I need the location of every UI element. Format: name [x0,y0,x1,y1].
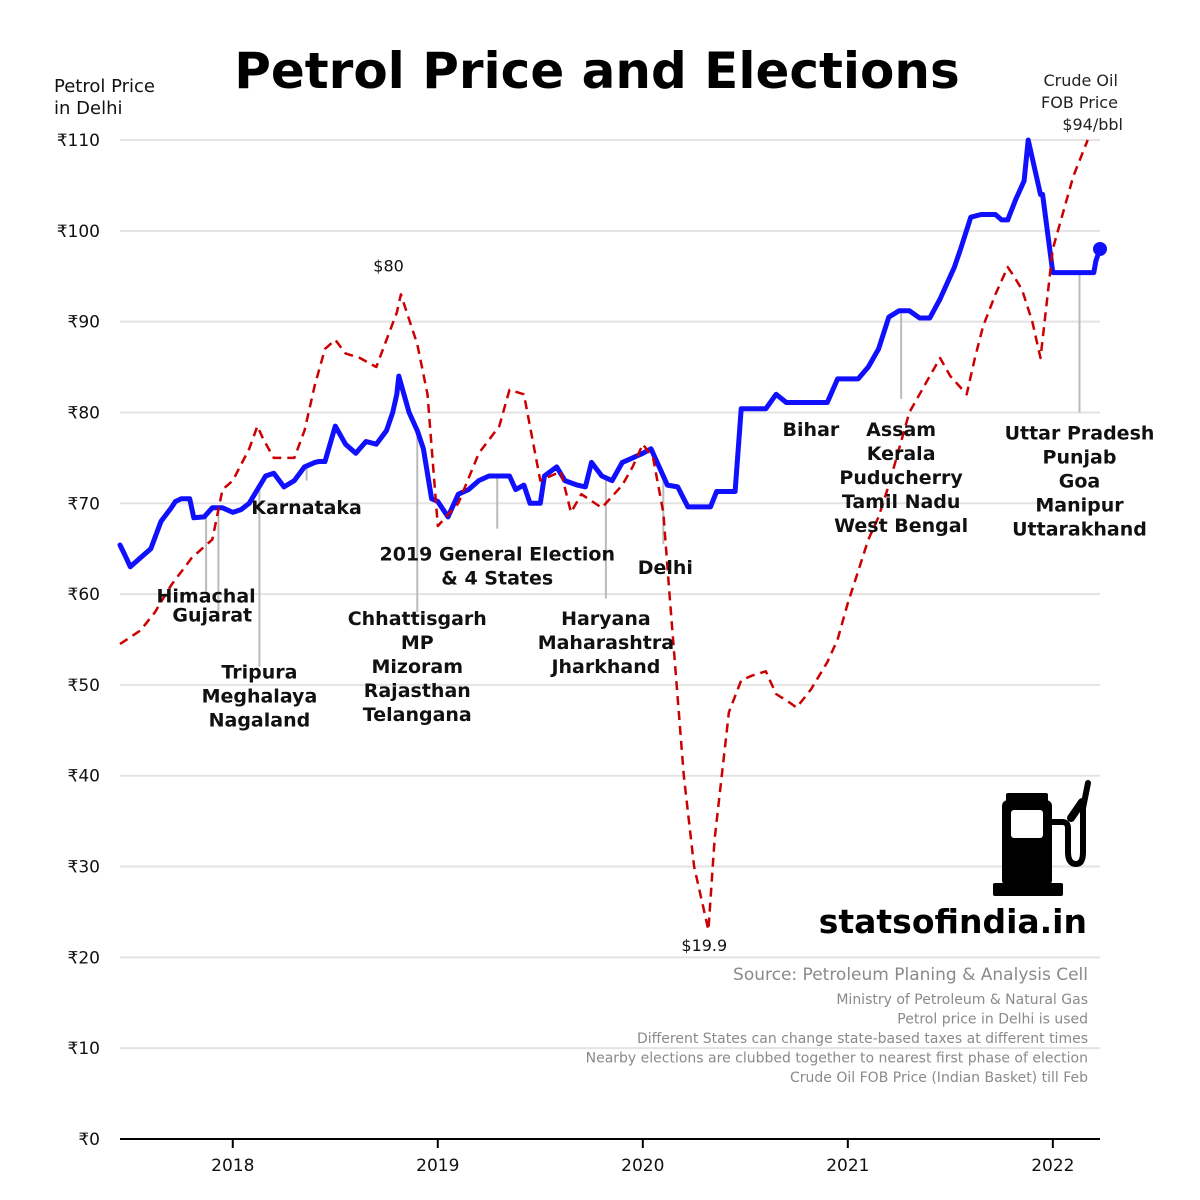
y-tick-label: ₹80 [68,403,100,423]
x-tick-label: 2022 [1031,1156,1074,1176]
y-tick-label: ₹60 [68,585,100,605]
crude-price-line [119,139,1089,932]
election-label: Tripura Meghalaya Nagaland [202,662,318,732]
election-label-line: & 4 States [441,567,553,589]
source-note: Different States can change state-based … [637,1031,1088,1047]
y-tick-label: ₹110 [57,131,100,151]
election-label-line: Telangana [363,704,472,726]
source-note: Nearby elections are clubbed together to… [586,1051,1088,1067]
election-label-line: Gujarat [172,604,252,626]
election-label: Assam Kerala Puducherry Tamil Nadu West Beng… [834,419,968,537]
crude-value-label: $80 [373,257,404,276]
election-label-line: Puducherry [839,467,963,489]
y-tick-label: ₹20 [68,948,100,968]
election-label: Gujarat [172,604,252,626]
y-axis-label-line: Petrol Price [54,76,155,97]
y-axis-ticks: ₹0 ₹10 ₹20 ₹30 ₹40 ₹50 ₹60 ₹70 ₹80 ₹90 ₹100 ₹110 [57,131,100,1150]
y-axis-label-line: in Delhi [54,98,122,119]
election-label-line: Nagaland [209,710,311,732]
y-tick-label: ₹50 [68,676,100,696]
y-tick-label: ₹40 [68,767,100,787]
election-label-line: Chhattisgarh [348,608,487,630]
election-label-line: Himachal [157,585,256,607]
election-label-line: Meghalaya [202,686,318,708]
brand-name: statsofindia.in [819,902,1087,941]
election-label: Chhattisgarh MP Mizoram Rajasthan Telangana [348,608,487,726]
election-label: 2019 General Election & 4 States [379,543,615,589]
election-label-line: 2019 General Election [379,543,615,565]
election-label-line: Manipur [1035,495,1124,517]
y-tick-label: ₹30 [68,858,100,878]
election-label-line: Kerala [867,443,936,465]
election-label-line: Rajasthan [364,680,471,702]
election-label-line: Tamil Nadu [842,491,961,513]
election-label-line: Punjab [1043,447,1117,469]
petrol-price-line [117,137,1103,570]
election-label-line: Tripura [221,662,297,684]
source-title: Source: Petroleum Planing & Analysis Cel… [733,965,1088,985]
y-tick-label: ₹70 [68,494,100,514]
crude-value-label: $19.9 [681,936,727,955]
election-label-line: Haryana [561,608,651,630]
election-label-line: Uttarakhand [1012,519,1147,541]
y-axis-label: Petrol Price in Delhi [54,76,161,119]
chart-title: Petrol Price and Elections [234,42,960,100]
election-label: Uttar Pradesh Punjab Goa Manipur Uttarakhand [1005,423,1155,541]
source-notes: Ministry of Petroleum & Natural Gas Petro… [586,992,1088,1086]
y-tick-label: ₹100 [57,222,100,242]
crude-oil-label-line: FOB Price [1041,93,1118,112]
crude-oil-label-line: $94/bbl [1062,115,1123,134]
crude-annotations: $80 $19.9 [373,257,727,955]
petrol-latest-marker [1093,241,1107,256]
x-tick-label: 2018 [211,1156,254,1176]
election-label-line: MP [401,632,434,654]
x-axis: 2018 2019 2020 2021 2022 [120,1138,1100,1176]
x-tick-label: 2020 [621,1156,664,1176]
election-label-line: Jharkhand [549,656,660,678]
election-label: Delhi [638,557,693,579]
source-note: Petrol price in Delhi is used [897,1012,1088,1028]
fuel-pump-icon [993,780,1091,896]
election-label: Bihar [783,419,840,441]
election-label-line: Delhi [638,557,693,579]
election-label-line: Uttar Pradesh [1005,423,1155,445]
election-label-line: Maharashtra [538,632,674,654]
crude-oil-label: Crude Oil FOB Price $94/bbl [1041,71,1123,134]
election-label-line: Karnataka [251,497,362,519]
election-label: Himachal [157,585,256,607]
source-note: Ministry of Petroleum & Natural Gas [836,992,1088,1008]
election-leader-lines [205,272,1081,667]
x-tick-label: 2021 [826,1156,869,1176]
source-note: Crude Oil FOB Price (Indian Basket) till… [790,1070,1088,1086]
election-label-line: Bihar [783,419,840,441]
y-tick-label: ₹10 [68,1039,100,1059]
y-tick-label: ₹90 [68,313,100,333]
series-lines [117,137,1107,932]
crude-oil-label-line: Crude Oil [1043,71,1117,90]
election-label-line: West Bengal [834,515,968,537]
election-label-line: Mizoram [372,656,464,678]
y-tick-label: ₹0 [78,1130,100,1150]
election-label: Haryana Maharashtra Jharkhand [538,608,674,678]
grid-lines [120,139,1100,1050]
election-label-line: Assam [866,419,936,441]
election-label: Karnataka [251,497,362,519]
election-label-line: Goa [1059,471,1100,493]
x-tick-label: 2019 [416,1156,459,1176]
